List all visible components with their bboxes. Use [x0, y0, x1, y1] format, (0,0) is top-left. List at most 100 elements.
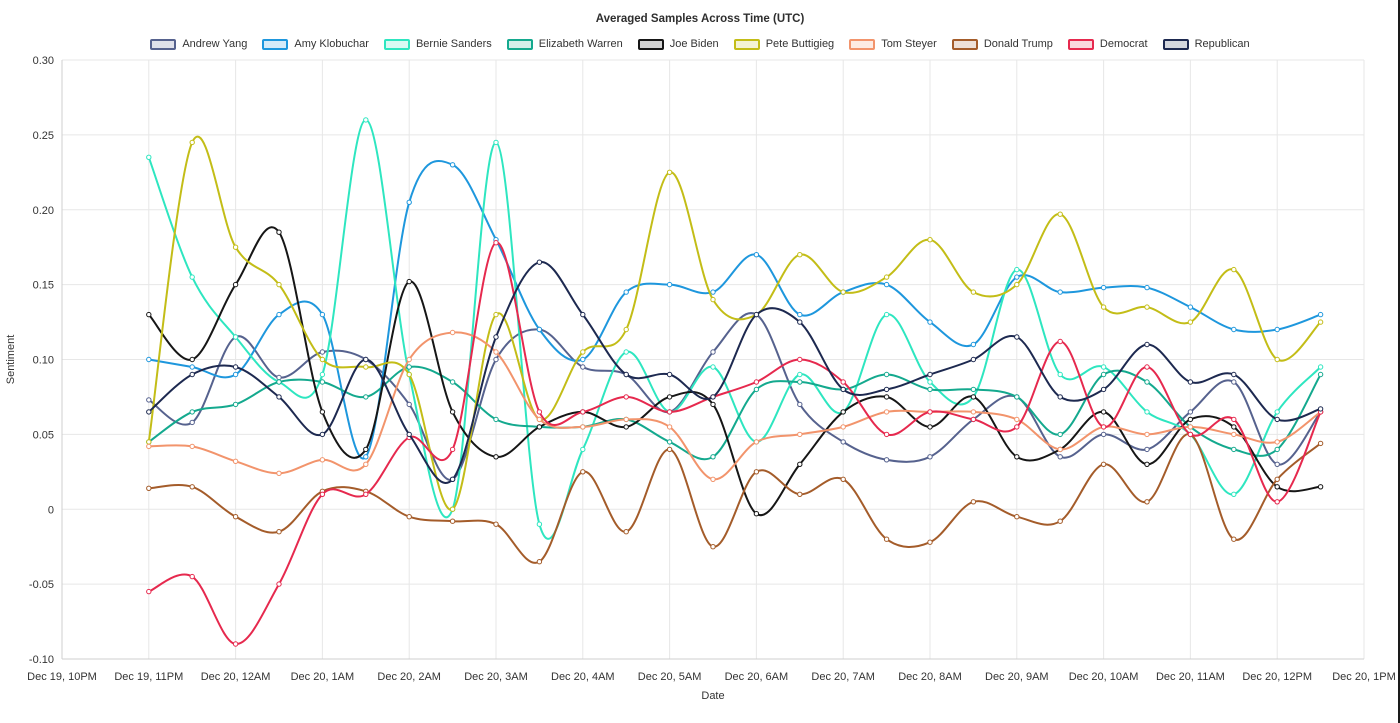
data-point-bernie-sanders [797, 371, 803, 378]
data-point-democrat [753, 379, 760, 385]
data-point-tom-steyer [666, 424, 673, 430]
data-point-amy-klobuchar [319, 311, 326, 318]
legend-swatch-icon [733, 38, 760, 50]
data-point-joe-biden [883, 394, 890, 400]
data-point-republican [493, 334, 499, 340]
data-point-elizabeth-warren [666, 439, 673, 445]
data-point-donald-trump [536, 559, 543, 565]
data-point-pete-buttigieg [1274, 356, 1280, 363]
data-point-republican [1231, 371, 1237, 378]
data-point-bernie-sanders [1144, 409, 1150, 415]
data-point-bernie-sanders [1274, 409, 1280, 415]
data-point-republican [1144, 341, 1150, 348]
data-point-amy-klobuchar [970, 341, 977, 348]
data-point-democrat [146, 588, 152, 595]
data-point-tom-steyer [319, 457, 326, 463]
data-point-tom-steyer [1057, 446, 1063, 453]
data-point-democrat [232, 641, 239, 647]
x-tick-label: Dec 20, 10AM [1069, 671, 1139, 683]
data-point-pete-buttigieg [840, 289, 846, 295]
data-point-donald-trump [840, 476, 846, 482]
data-point-andrew-yang [319, 349, 326, 355]
data-point-amy-klobuchar [1100, 284, 1107, 291]
data-point-elizabeth-warren [189, 409, 195, 415]
data-point-republican [536, 259, 543, 265]
data-point-republican [666, 371, 673, 378]
legend-item-democrat[interactable]: Democrat [1067, 38, 1148, 50]
data-point-pete-buttigieg [1187, 319, 1194, 325]
data-point-joe-biden [536, 424, 543, 430]
data-point-pete-buttigieg [363, 364, 369, 370]
y-tick-label: 0.15 [33, 280, 54, 292]
data-point-donald-trump [970, 499, 977, 505]
legend-label: Elizabeth Warren [538, 38, 623, 50]
data-point-elizabeth-warren [1144, 379, 1150, 385]
data-point-andrew-yang [146, 397, 152, 403]
legend-item-donald-trump[interactable]: Donald Trump [951, 38, 1053, 50]
data-point-amy-klobuchar [1317, 311, 1324, 318]
legend-item-elizabeth-warren[interactable]: Elizabeth Warren [506, 38, 623, 50]
data-point-bernie-sanders [1231, 491, 1237, 497]
data-point-donald-trump [493, 521, 499, 527]
legend-item-joe-biden[interactable]: Joe Biden [637, 38, 719, 50]
legend-swatch-icon [951, 38, 978, 50]
data-point-democrat [666, 409, 673, 415]
legend-item-bernie-sanders[interactable]: Bernie Sanders [383, 38, 492, 50]
data-point-amy-klobuchar [580, 356, 586, 363]
x-tick-label: Dec 20, 9AM [985, 671, 1049, 683]
legend-item-amy-klobuchar[interactable]: Amy Klobuchar [262, 38, 369, 50]
data-point-pete-buttigieg [1014, 281, 1020, 288]
data-point-republican [797, 319, 803, 325]
data-point-pete-buttigieg [1317, 319, 1324, 325]
x-tick-label: Dec 20, 12PM [1242, 671, 1312, 683]
data-point-tom-steyer [146, 443, 152, 450]
data-point-amy-klobuchar [1274, 326, 1280, 333]
series-line-bernie-sanders [147, 118, 1322, 540]
data-point-democrat [536, 409, 543, 415]
data-point-bernie-sanders [146, 154, 152, 161]
data-point-republican [189, 371, 195, 378]
data-point-joe-biden [710, 401, 716, 408]
data-point-andrew-yang [1100, 431, 1107, 438]
data-point-elizabeth-warren [1231, 446, 1237, 453]
data-point-republican [319, 431, 326, 438]
x-tick-label: Dec 20, 2AM [377, 671, 441, 683]
data-point-pete-buttigieg [146, 439, 152, 445]
data-point-tom-steyer [1144, 431, 1150, 438]
data-point-pete-buttigieg [927, 237, 933, 243]
data-point-elizabeth-warren [232, 401, 239, 408]
data-point-tom-steyer [232, 458, 239, 464]
data-point-joe-biden [276, 229, 282, 235]
data-point-pete-buttigieg [970, 289, 977, 295]
legend-swatch-icon [383, 38, 410, 50]
y-tick-label: -0.05 [29, 579, 54, 591]
data-point-amy-klobuchar [666, 281, 673, 288]
y-tick-label: 0.20 [33, 205, 54, 217]
legend-item-pete-buttigieg[interactable]: Pete Buttigieg [733, 38, 834, 50]
data-point-democrat [623, 394, 629, 400]
data-point-joe-biden [189, 356, 195, 363]
x-tick-label: Dec 19, 11PM [114, 671, 183, 683]
data-point-tom-steyer [1014, 416, 1020, 423]
data-point-tom-steyer [276, 470, 282, 476]
data-point-tom-steyer [363, 461, 369, 467]
data-point-democrat [1231, 416, 1237, 423]
data-point-republican [1274, 416, 1280, 423]
data-point-donald-trump [1274, 476, 1280, 482]
data-point-democrat [449, 446, 456, 453]
data-point-republican [406, 431, 412, 438]
legend-item-tom-steyer[interactable]: Tom Steyer [849, 38, 937, 50]
data-point-elizabeth-warren [797, 379, 803, 385]
data-point-pete-buttigieg [710, 296, 716, 303]
x-tick-label: Dec 20, 3AM [464, 671, 528, 683]
data-point-donald-trump [580, 469, 586, 475]
data-point-tom-steyer [840, 424, 846, 430]
data-point-pete-buttigieg [232, 244, 239, 250]
legend-item-republican[interactable]: Republican [1162, 38, 1250, 50]
data-point-republican [146, 409, 152, 415]
data-point-amy-klobuchar [1014, 274, 1020, 280]
data-point-democrat [927, 409, 933, 415]
data-point-joe-biden [493, 454, 499, 460]
legend-item-andrew-yang[interactable]: Andrew Yang [150, 38, 247, 50]
